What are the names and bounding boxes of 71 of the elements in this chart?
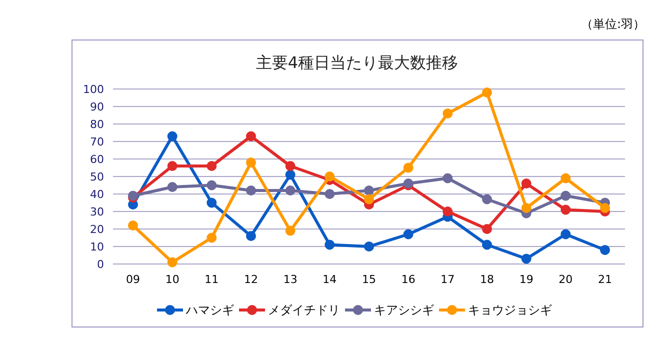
point	[521, 203, 532, 213]
point	[600, 203, 610, 213]
point	[246, 186, 256, 196]
y-tick-label: 40	[90, 188, 104, 201]
y-tick-label: 50	[90, 170, 104, 184]
point	[167, 182, 178, 192]
x-tick-label: 19	[519, 273, 534, 286]
x-tick-label: 09	[126, 273, 140, 286]
point	[442, 108, 453, 118]
point	[246, 231, 256, 241]
point	[324, 172, 335, 182]
y-tick-label: 80	[90, 118, 104, 131]
x-tick-label: 15	[362, 273, 376, 286]
y-tick-label: 70	[90, 136, 104, 148]
x-tick-label: 16	[401, 273, 416, 286]
point	[167, 161, 178, 171]
point	[167, 131, 178, 142]
point	[521, 178, 532, 188]
y-tick-label: 10	[90, 240, 104, 254]
legend-label: キアシシギ	[374, 303, 434, 317]
legend-label: ハマシギ	[185, 303, 234, 317]
point	[285, 226, 296, 236]
y-tick-label: 90	[90, 100, 104, 114]
x-tick-label: 21	[598, 273, 612, 286]
point	[364, 242, 374, 252]
point	[482, 224, 492, 234]
point	[246, 158, 256, 168]
point	[364, 186, 374, 196]
point	[560, 173, 571, 184]
point	[206, 198, 217, 208]
point	[403, 162, 414, 173]
point	[600, 245, 610, 255]
y-tick-label: 60	[90, 153, 104, 166]
point	[560, 204, 571, 215]
x-tick-label: 14	[322, 273, 337, 286]
point	[285, 170, 296, 180]
chart-title: 主要4種日当たり最大数推移	[256, 53, 458, 72]
y-tick-label: 30	[90, 206, 104, 218]
point	[246, 131, 256, 142]
y-tick-label: 20	[90, 223, 104, 236]
point	[206, 180, 217, 190]
x-tick-label: 11	[204, 273, 219, 286]
point	[442, 206, 453, 216]
point	[560, 229, 571, 240]
point	[364, 194, 374, 204]
y-tick-label: 0	[97, 258, 104, 271]
legend-label: メダイチドリ	[268, 303, 340, 317]
legend-label: キョウジョシギ	[468, 303, 552, 317]
x-tick-label: 13	[283, 273, 298, 286]
point	[285, 161, 296, 171]
x-tick-label: 20	[558, 273, 573, 286]
point	[403, 229, 414, 240]
x-tick-label: 17	[440, 273, 455, 286]
point	[324, 240, 335, 250]
point	[482, 88, 492, 98]
y-tick-label: 100	[83, 83, 104, 96]
point	[206, 232, 217, 243]
x-tick-label: 10	[165, 273, 180, 286]
text: （単位:羽）	[580, 17, 645, 31]
point	[128, 220, 138, 230]
point	[482, 240, 492, 250]
x-tick-label: 18	[480, 273, 494, 286]
x-tick-label: 12	[244, 273, 258, 286]
point	[482, 194, 492, 204]
point	[206, 161, 217, 171]
point	[521, 254, 532, 264]
point	[324, 189, 335, 199]
point	[560, 190, 571, 201]
point	[285, 186, 296, 196]
point	[167, 257, 178, 268]
point	[442, 173, 453, 184]
